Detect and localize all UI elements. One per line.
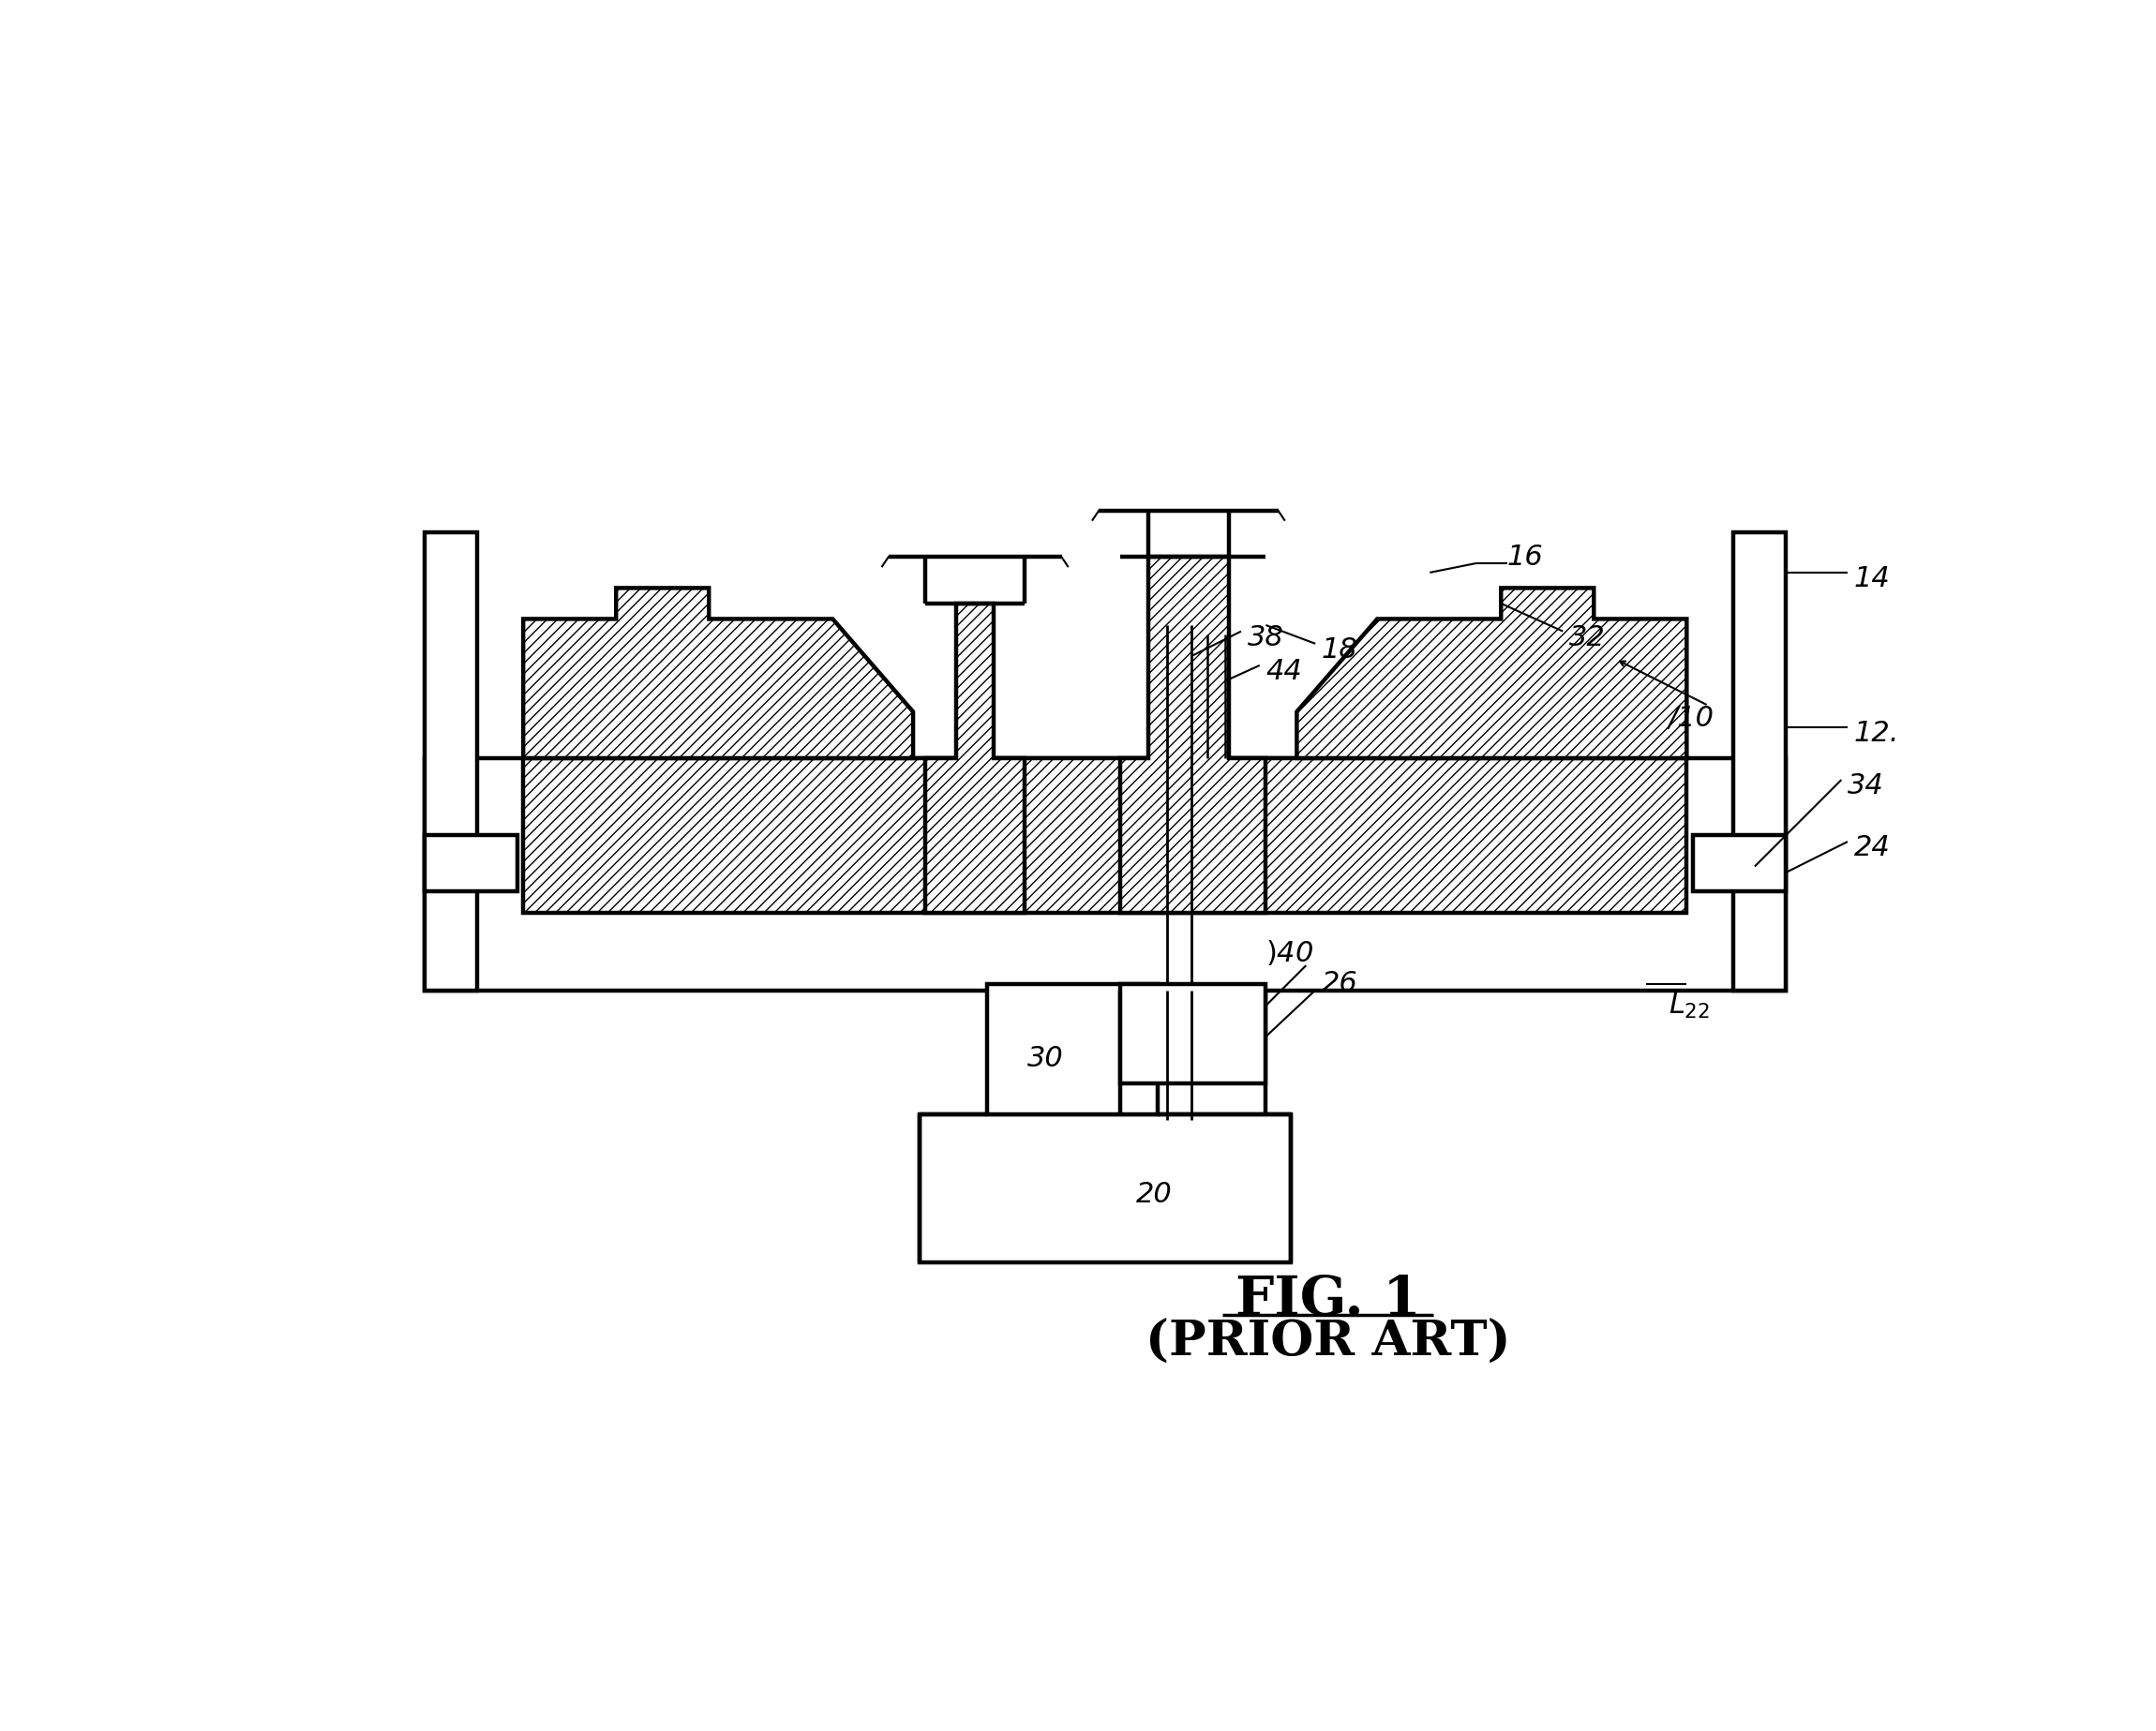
Text: 44: 44	[1266, 658, 1302, 685]
Text: $\mathit{)}$40: $\mathit{)}$40	[1266, 938, 1313, 968]
Text: 32: 32	[1570, 623, 1606, 651]
Bar	[524, 758, 1686, 912]
Text: 18: 18	[1322, 637, 1358, 663]
Bar	[1121, 983, 1266, 1084]
Text: 14: 14	[1854, 564, 1891, 592]
Bar	[425, 533, 476, 990]
Text: 26: 26	[1322, 971, 1358, 997]
Text: 12.: 12.	[1854, 720, 1899, 748]
Bar	[987, 983, 1158, 1115]
Text: FIG. 1: FIG. 1	[1235, 1274, 1421, 1326]
Text: (PRIOR ART): (PRIOR ART)	[1145, 1319, 1511, 1367]
Bar	[425, 836, 517, 891]
Bar	[425, 758, 1785, 990]
Polygon shape	[1296, 589, 1686, 758]
Polygon shape	[524, 589, 914, 758]
Text: 38: 38	[1248, 623, 1283, 651]
Polygon shape	[925, 604, 1024, 912]
Text: 16: 16	[1507, 544, 1544, 571]
Polygon shape	[1121, 557, 1266, 912]
Text: 20: 20	[1136, 1181, 1173, 1208]
Text: $\mathit{L}_{22}$: $\mathit{L}_{22}$	[1669, 992, 1710, 1020]
Text: 34: 34	[1848, 772, 1884, 800]
Bar	[1733, 533, 1785, 990]
Text: 30: 30	[1028, 1044, 1063, 1071]
Text: /10: /10	[1669, 705, 1714, 732]
Bar	[918, 1115, 1291, 1262]
Text: 24: 24	[1854, 834, 1891, 862]
Bar	[1692, 836, 1785, 891]
